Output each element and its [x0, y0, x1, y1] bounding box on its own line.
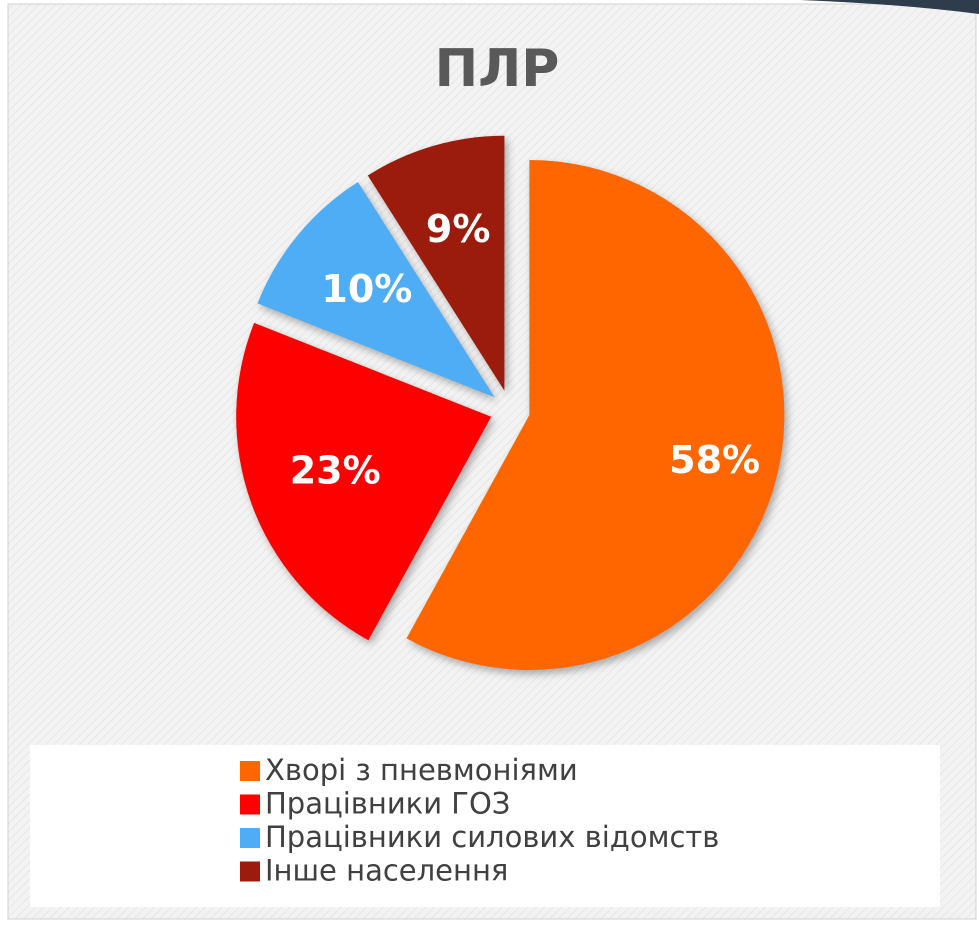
pie-slice	[257, 181, 495, 398]
legend-swatch	[240, 794, 260, 815]
pie-slice	[367, 135, 505, 391]
legend-swatch	[240, 761, 260, 781]
legend-swatch	[240, 861, 260, 882]
legend-label: Інше населення	[265, 854, 508, 888]
legend-box	[30, 745, 940, 907]
chart-title: ПЛР	[435, 39, 560, 99]
data-label: 23%	[290, 448, 381, 492]
corner-decoration	[800, 0, 979, 14]
data-label: 10%	[321, 267, 412, 311]
pie-slice	[406, 159, 785, 670]
legend-label: Хворі з пневмоніями	[265, 753, 578, 787]
pie-slice	[236, 322, 492, 641]
data-label: 9%	[426, 207, 491, 251]
legend-swatch	[240, 828, 260, 848]
data-label: 58%	[669, 438, 760, 482]
legend-label: Працівники силових відомств	[265, 820, 719, 854]
legend-label: Працівники ГОЗ	[265, 787, 510, 821]
